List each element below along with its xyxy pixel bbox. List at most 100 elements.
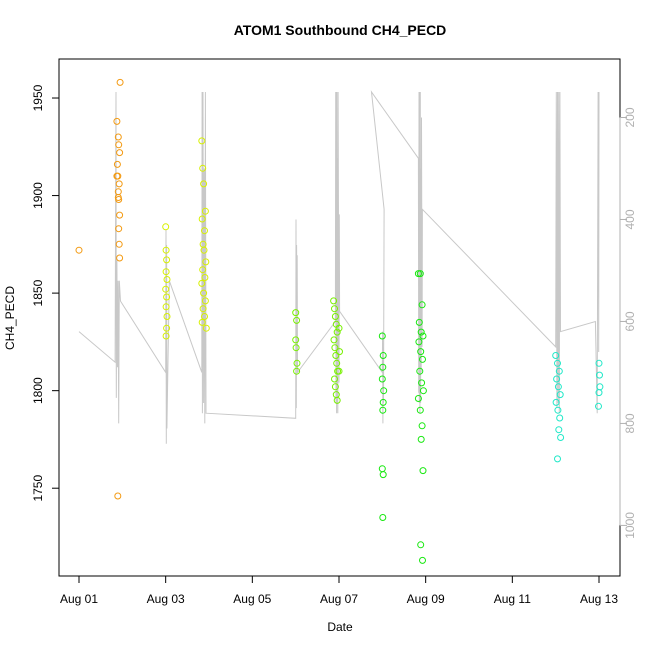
data-point-s4-15 xyxy=(595,389,603,397)
data-point-s3-0 xyxy=(378,332,386,340)
data-point-s2-6 xyxy=(330,297,338,305)
data-point-s2-14 xyxy=(333,359,341,367)
y-tick-label: 1750 xyxy=(31,475,45,502)
x-tick-label: Aug 03 xyxy=(147,592,185,606)
data-point-s1-1 xyxy=(162,246,170,254)
data-point-s3-27 xyxy=(417,541,425,549)
data-point-s4-8 xyxy=(556,414,564,422)
data-point-s4-4 xyxy=(554,383,562,391)
y-tick-label: 1900 xyxy=(31,182,45,209)
data-point-s2-19 xyxy=(333,396,341,404)
data-point-s3-17 xyxy=(417,348,425,356)
data-point-s0-4 xyxy=(115,141,123,149)
data-point-s0-3 xyxy=(114,133,122,141)
data-point-s3-5 xyxy=(379,398,387,406)
data-point-s0-2 xyxy=(113,117,121,125)
data-point-s1-2 xyxy=(163,256,171,264)
secondary-series-line xyxy=(78,90,600,444)
data-point-s3-26 xyxy=(419,467,427,475)
data-point-s4-1 xyxy=(554,359,561,367)
data-point-s4-10 xyxy=(557,434,565,441)
data-point-s2-22 xyxy=(335,367,343,375)
data-point-s2-7 xyxy=(331,305,338,313)
data-point-s1-21 xyxy=(201,274,209,281)
data-point-s4-13 xyxy=(596,371,603,379)
data-point-s1-23 xyxy=(200,289,208,297)
data-point-s1-25 xyxy=(199,305,207,313)
data-point-s4-3 xyxy=(553,375,561,383)
data-point-s3-14 xyxy=(417,328,425,336)
data-point-s1-4 xyxy=(163,276,171,283)
data-point-s1-27 xyxy=(198,318,206,326)
data-point-s1-6 xyxy=(163,293,171,301)
data-point-s4-5 xyxy=(556,391,564,399)
data-point-s3-18 xyxy=(419,355,426,363)
y2-tick-label: 1000 xyxy=(623,512,637,539)
y2-tick-label: 800 xyxy=(623,413,637,433)
y-axis: 1750 1800 1850 1900 1950 xyxy=(31,84,60,502)
data-point-s3-22 xyxy=(414,395,422,402)
data-point-s1-24 xyxy=(201,297,209,305)
secondary-y-axis: 200 400 600 800 1000 xyxy=(619,107,637,539)
data-point-s3-4 xyxy=(380,387,388,395)
data-point-s2-10 xyxy=(333,328,341,336)
data-point-s2-12 xyxy=(331,344,339,352)
data-point-s4-9 xyxy=(555,426,563,434)
data-point-s1-8 xyxy=(163,313,171,320)
data-point-s4-16 xyxy=(595,402,602,410)
data-point-s4-6 xyxy=(552,398,560,406)
data-point-s4-7 xyxy=(554,406,562,414)
y-tick-label: 1800 xyxy=(31,377,45,404)
data-point-s1-28 xyxy=(202,324,210,332)
data-point-s1-11 xyxy=(198,137,206,145)
data-point-s1-3 xyxy=(162,268,170,276)
data-point-s1-16 xyxy=(201,227,208,235)
data-point-s3-6 xyxy=(379,406,387,414)
data-point-s4-0 xyxy=(552,352,560,359)
data-point-s4-11 xyxy=(554,455,561,463)
data-point-s3-11 xyxy=(416,270,424,278)
x-tick-label: Aug 09 xyxy=(407,592,445,606)
data-point-s0-17 xyxy=(114,194,122,201)
data-point-s1-14 xyxy=(201,207,209,215)
data-point-s0-0 xyxy=(75,246,83,254)
data-point-s2-13 xyxy=(332,352,340,359)
data-point-s0-8 xyxy=(114,172,122,180)
data-point-s3-16 xyxy=(415,338,423,346)
data-point-s1-12 xyxy=(199,164,207,172)
scatter-points xyxy=(75,78,604,564)
x-tick-label: Aug 13 xyxy=(580,592,618,606)
data-point-s0-1 xyxy=(114,492,122,500)
data-point-s0-16 xyxy=(116,78,124,86)
data-point-s1-18 xyxy=(200,246,208,254)
data-point-s3-15 xyxy=(419,332,427,340)
data-point-s1-19 xyxy=(202,258,210,266)
data-point-s1-22 xyxy=(198,279,206,287)
data-point-s0-9 xyxy=(115,180,123,188)
data-point-s0-13 xyxy=(115,225,123,233)
data-point-s2-4 xyxy=(293,359,301,367)
data-point-s1-10 xyxy=(162,332,170,340)
y2-tick-label: 200 xyxy=(623,107,637,127)
data-point-s3-2 xyxy=(379,363,387,371)
chart-title: ATOM1 Southbound CH4_PECD xyxy=(234,22,447,38)
data-point-s3-9 xyxy=(379,514,387,521)
data-point-s0-15 xyxy=(116,254,124,262)
data-point-s2-11 xyxy=(330,336,338,344)
data-point-s3-3 xyxy=(378,375,386,383)
data-point-s0-12 xyxy=(116,211,124,219)
y-tick-label: 1950 xyxy=(31,84,45,111)
y-axis-label: CH4_PECD xyxy=(3,286,17,350)
data-point-s4-2 xyxy=(555,367,563,375)
data-point-s3-8 xyxy=(379,471,387,479)
data-point-s2-3 xyxy=(292,344,300,352)
data-point-s4-14 xyxy=(596,383,604,391)
data-point-s1-7 xyxy=(162,303,170,311)
data-point-s3-13 xyxy=(415,318,423,326)
x-tick-label: Aug 05 xyxy=(233,592,271,606)
secondary-axis-line-series xyxy=(78,90,600,444)
data-point-s3-1 xyxy=(379,352,387,359)
data-point-s1-9 xyxy=(163,324,171,332)
data-point-s1-13 xyxy=(200,180,208,188)
